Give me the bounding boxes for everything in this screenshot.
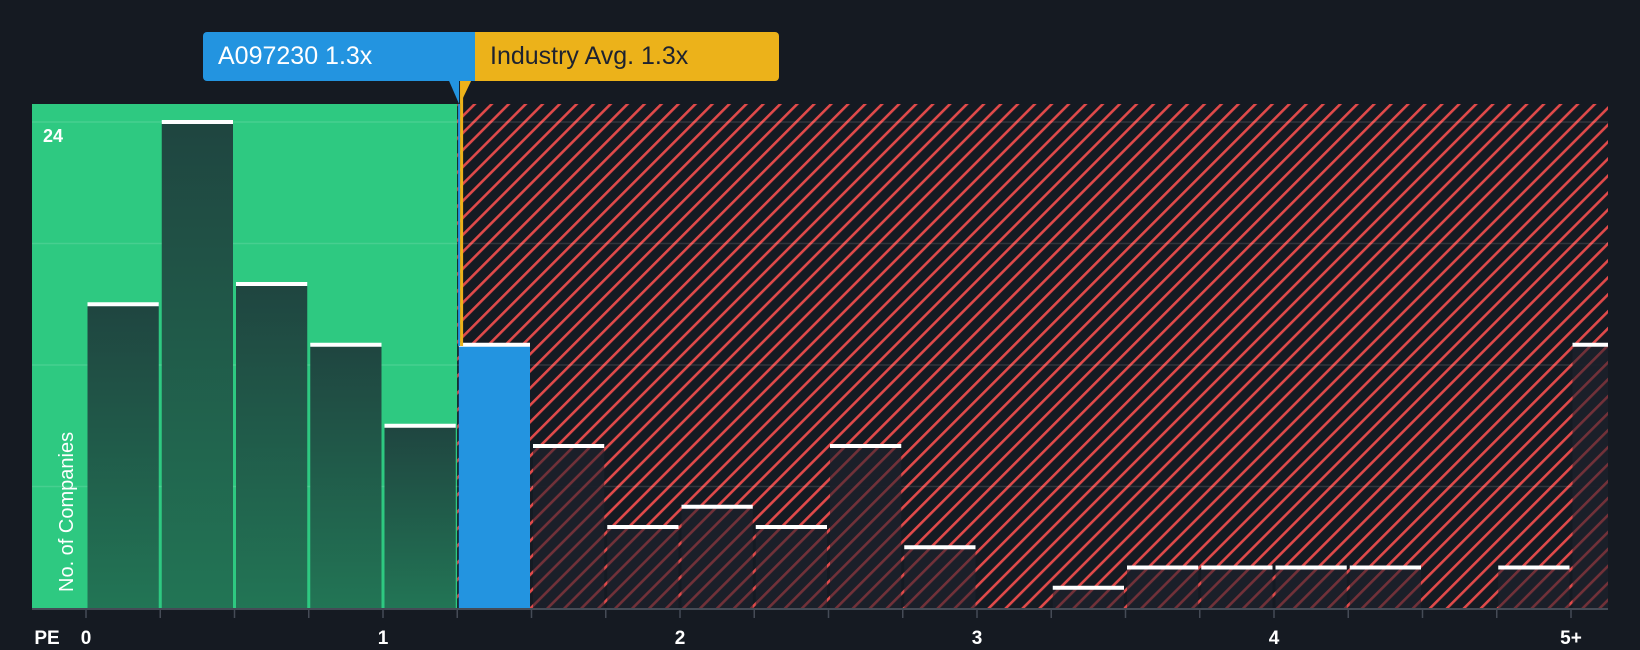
- histogram-bar: [607, 527, 679, 608]
- histogram-bar: [755, 527, 827, 608]
- histogram-bar: [87, 304, 159, 608]
- x-axis: [32, 608, 1608, 618]
- histogram-bar: [161, 122, 233, 608]
- bar-cap: [236, 282, 308, 286]
- x-tick-2: 2: [674, 628, 686, 649]
- y-max-tick-label: 24: [43, 126, 64, 146]
- value-markers: [449, 81, 472, 346]
- industry-avg-label: Industry Avg. 1.3x: [475, 32, 779, 81]
- histogram-bar: [830, 446, 902, 608]
- bar-cap: [1201, 565, 1273, 570]
- bar-cap: [384, 423, 456, 428]
- histogram-bar: [1498, 567, 1570, 608]
- bar-cap: [607, 525, 679, 529]
- histogram-bar: [310, 344, 382, 608]
- x-tick-5plus: 5+: [1560, 628, 1582, 649]
- x-tick-4: 4: [1268, 628, 1280, 649]
- histogram-bar: [1349, 567, 1421, 608]
- histogram-bar: [384, 425, 456, 608]
- histogram-bar: [236, 284, 308, 608]
- x-tick-1: 1: [377, 628, 389, 649]
- histogram-bar: [904, 547, 976, 608]
- histogram-bar: [1275, 567, 1347, 608]
- bar-cap: [1498, 565, 1570, 570]
- bars: [87, 120, 1608, 608]
- histogram-bar: [1201, 567, 1273, 608]
- x-tick-0: 0: [80, 628, 92, 649]
- bar-cap: [1349, 565, 1421, 570]
- bar-cap: [533, 444, 605, 448]
- histogram-bar: [1572, 344, 1608, 608]
- bar-cap: [1127, 565, 1199, 570]
- bar-cap: [1052, 585, 1124, 590]
- bar-cap: [458, 342, 530, 347]
- company-pointer: [449, 81, 460, 104]
- histogram-bar: [681, 506, 753, 608]
- company-pe-label: A097230 1.3x: [203, 32, 475, 81]
- histogram-bar: [1127, 567, 1199, 608]
- bar-cap: [161, 120, 233, 124]
- x-tick-3: 3: [971, 628, 983, 649]
- bar-cap: [830, 444, 902, 448]
- histogram-bar: [1052, 587, 1124, 608]
- bar-cap: [904, 545, 976, 550]
- histogram-bar: [533, 446, 605, 608]
- bar-cap: [310, 342, 382, 347]
- bar-cap: [1572, 342, 1608, 347]
- x-axis-title: PE: [34, 628, 60, 649]
- bar-cap: [755, 525, 827, 529]
- bar-cap: [681, 504, 753, 509]
- zones: [32, 104, 1608, 608]
- histogram-bar: [458, 344, 530, 608]
- bar-cap: [1275, 565, 1347, 570]
- overvalued-zone: [457, 104, 1608, 608]
- bar-cap: [87, 302, 159, 307]
- y-axis-title: No. of Companies: [56, 431, 78, 592]
